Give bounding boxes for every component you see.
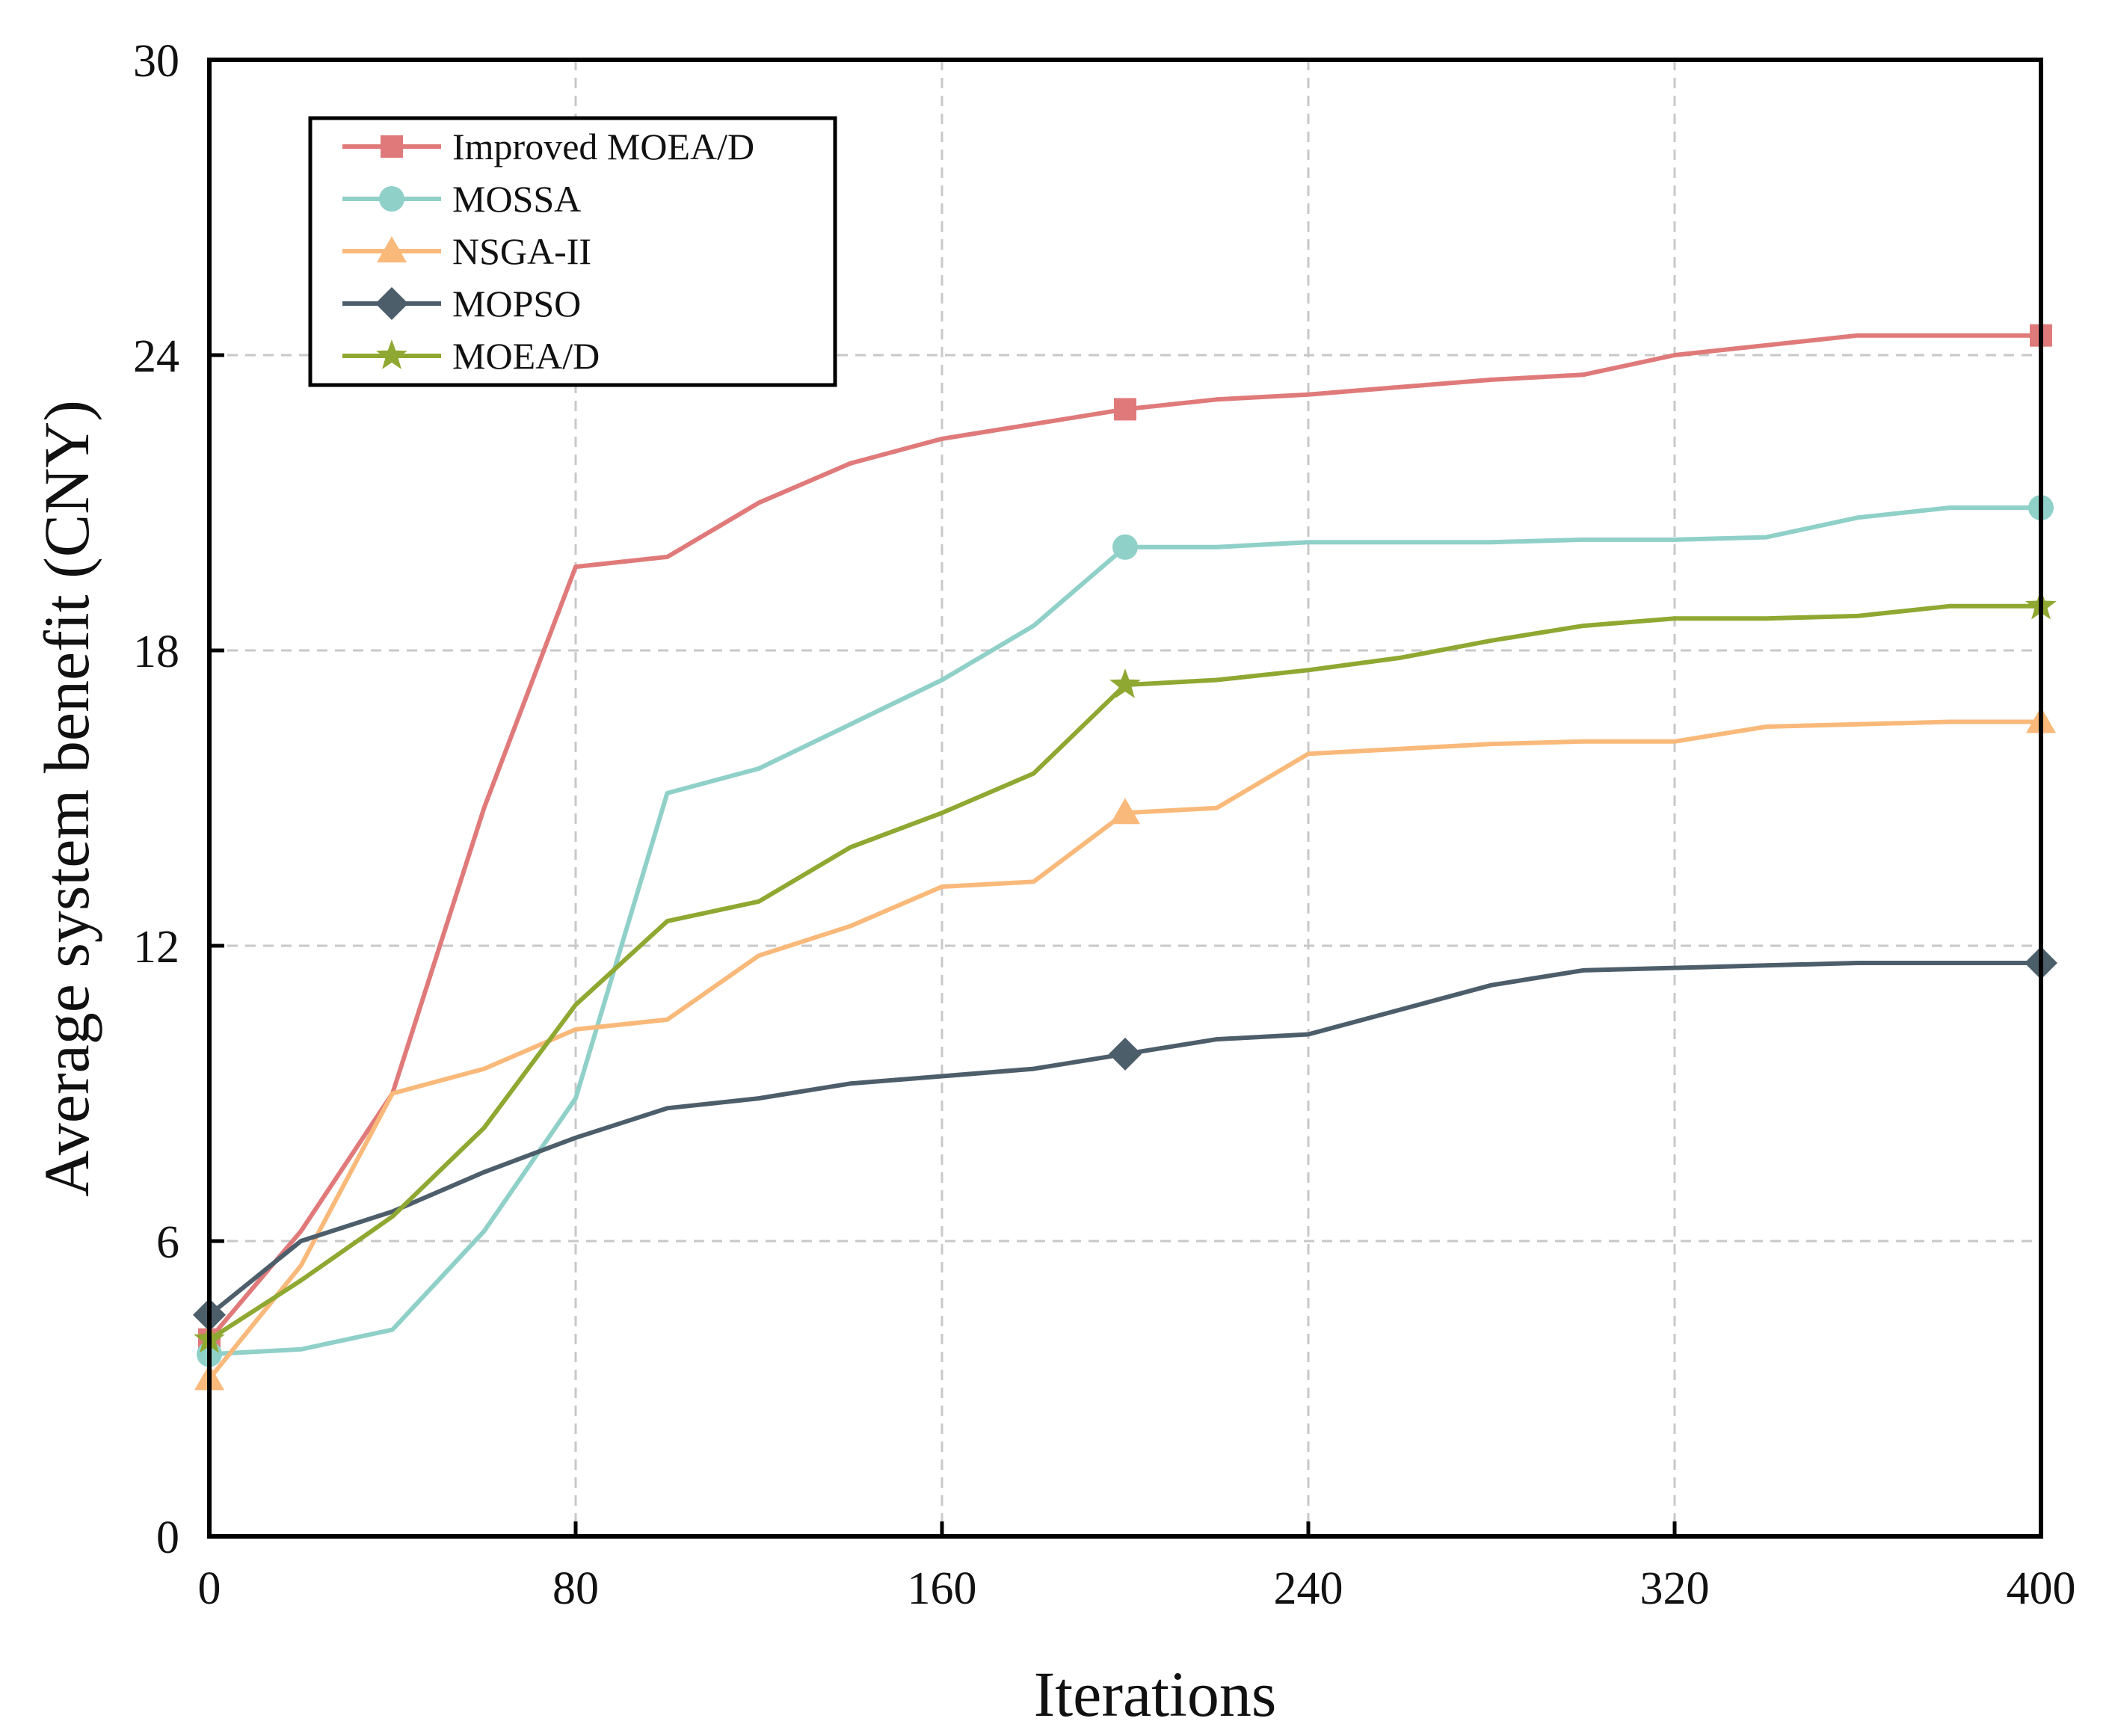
legend-marker	[379, 186, 404, 212]
data-point	[1110, 798, 1140, 825]
series-layer	[193, 324, 2057, 1391]
x-tick-label: 240	[1274, 1563, 1343, 1614]
series-line	[207, 333, 2041, 1341]
legend-item: Improved MOEA/D	[342, 126, 754, 167]
data-point	[1109, 1037, 1142, 1071]
legend-marker	[381, 135, 403, 158]
legend-label: NSGA-II	[452, 230, 591, 272]
y-tick-label: 30	[133, 36, 179, 87]
series-4	[194, 589, 2057, 1353]
legend-label: MOSSA	[452, 178, 581, 220]
legend-label: MOEA/D	[452, 335, 600, 377]
plot-frame	[207, 58, 2043, 1539]
legend-marker	[375, 287, 408, 320]
grid-lines	[209, 60, 2041, 1536]
axis-ticks: 0 80 160 240 320 400 0 6 12 18 24 30	[133, 36, 2076, 1614]
series-line	[209, 505, 2041, 1357]
legend-item: MOPSO	[342, 283, 581, 324]
legend-label: MOPSO	[452, 283, 581, 324]
x-tick-label: 160	[908, 1563, 977, 1614]
y-tick-label: 6	[156, 1217, 179, 1268]
data-point	[1112, 534, 1138, 560]
series-0	[198, 324, 2052, 1351]
legend-item: MOEA/D	[342, 335, 600, 377]
legend: Improved MOEA/D MOSSA NSGA-II MOPSO MOEA/D	[308, 116, 837, 387]
y-axis-title: Average system benefit (CNY)	[31, 400, 102, 1197]
legend-marker	[377, 236, 407, 262]
y-tick-label: 24	[133, 331, 179, 382]
legend-item: MOSSA	[342, 178, 581, 220]
x-tick-label: 400	[2007, 1563, 2076, 1614]
x-tick-label: 80	[552, 1563, 599, 1614]
series-1	[197, 495, 2054, 1367]
y-tick-label: 12	[133, 922, 179, 973]
x-tick-label: 0	[198, 1563, 221, 1614]
x-tick-label: 320	[1640, 1563, 1710, 1614]
data-point	[1114, 398, 1136, 421]
legend-label: Improved MOEA/D	[452, 126, 754, 167]
series-line	[208, 961, 2041, 1317]
y-tick-label: 0	[156, 1512, 179, 1563]
y-tick-label: 18	[133, 627, 179, 677]
series-2	[194, 707, 2056, 1391]
legend-marker	[376, 339, 407, 369]
data-point	[1109, 668, 1141, 698]
legend-item: NSGA-II	[342, 230, 591, 272]
x-axis-title: Iterations	[1034, 1658, 1277, 1730]
